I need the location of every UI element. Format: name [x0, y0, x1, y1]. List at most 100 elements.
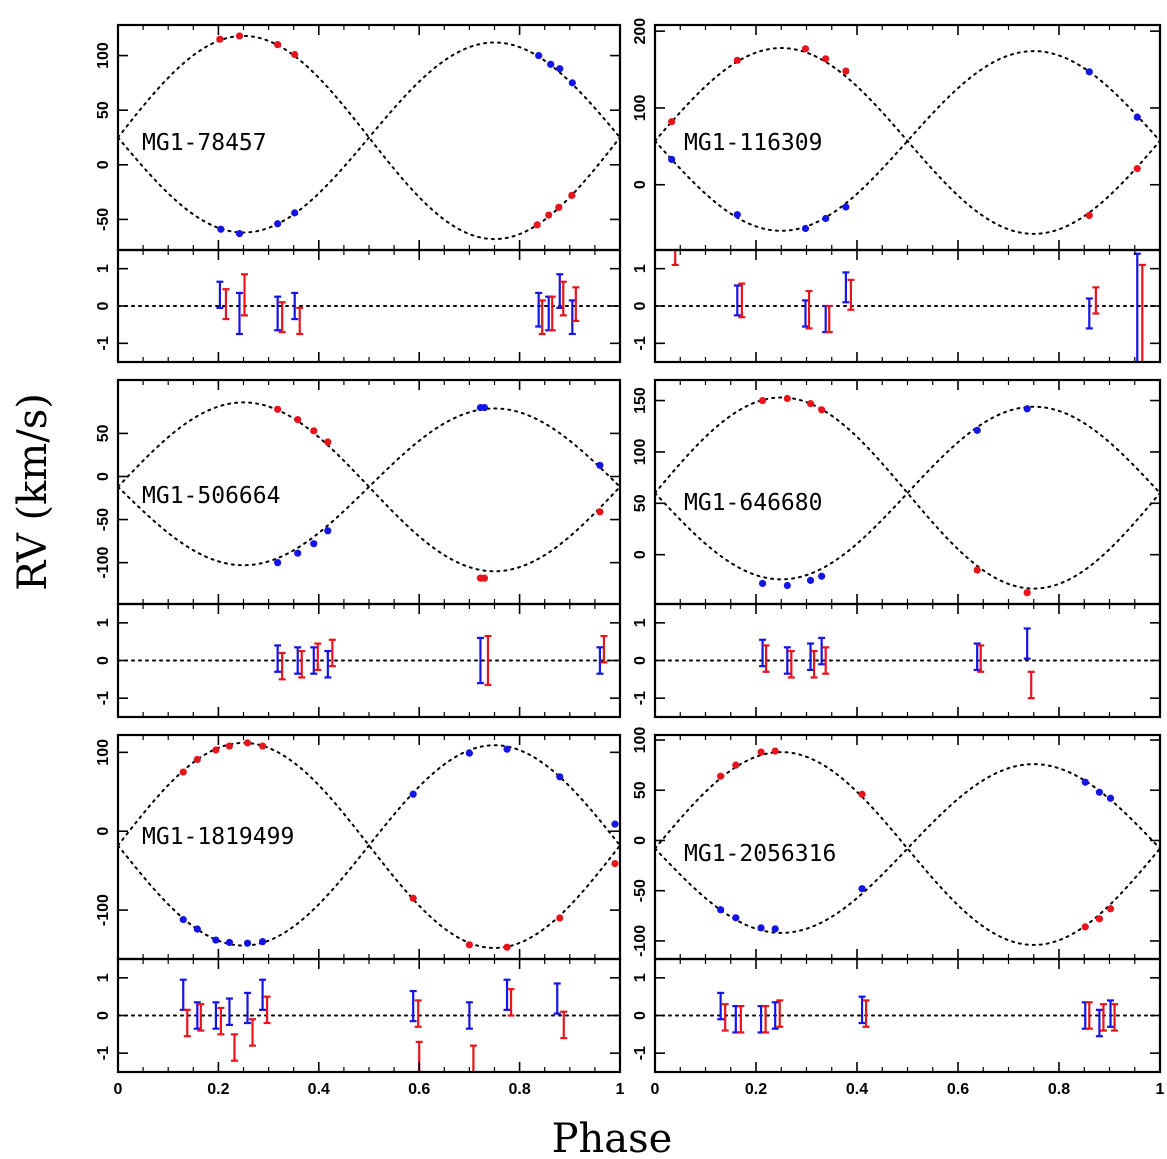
residual-bar-secondary [1095, 1008, 1103, 1038]
rv-point-secondary [1085, 68, 1093, 76]
resid-y-tick-label: 1 [95, 618, 112, 627]
rv-point-primary [274, 405, 282, 413]
y-axis-title: RV (km/s) [10, 393, 56, 591]
rv-points [717, 747, 1115, 933]
rv-point-secondary [1023, 405, 1031, 413]
residual-bar-primary [278, 301, 286, 334]
residual-bar-primary [762, 644, 770, 673]
residual-bar-primary [183, 1008, 191, 1038]
resid-y-tick-label: -1 [632, 336, 649, 350]
rv-point-primary [842, 67, 850, 75]
model-curve-secondary [118, 41, 620, 234]
rv-point-secondary [179, 915, 187, 924]
residual-bar-secondary [235, 291, 243, 336]
resid-y-tick-label: 0 [95, 1011, 112, 1020]
y-tick-label: -50 [95, 508, 112, 531]
rv-points [668, 45, 1141, 233]
rv-point-secondary [310, 540, 318, 548]
model-curve-secondary [118, 744, 620, 947]
residual-bar-primary [572, 286, 580, 323]
model-curve-secondary [118, 407, 620, 567]
residual-bar-primary [977, 644, 985, 673]
resid-y-tick-label: 1 [632, 618, 649, 627]
panel-MG1-116309: 0 100 200 -1 0 1 MG1-116309 [632, 18, 1162, 364]
rv-point-secondary [842, 203, 850, 211]
rv-point-primary [291, 50, 299, 59]
panel-MG1-1819499: 0 0.2 0.4 0.6 0.8 1 -100 0 100 -1 0 1 MG1-1819499 [95, 733, 625, 1098]
resid-y-tick-label: -1 [95, 691, 112, 705]
residual-bar-primary [1138, 263, 1146, 362]
residual-bar-secondary [556, 273, 564, 309]
rv-point-primary [545, 211, 553, 219]
resid-y-tick-label: 1 [95, 264, 112, 273]
residual-bar-primary [847, 278, 855, 311]
residual-bar-secondary [973, 642, 981, 672]
residual-bar-secondary [807, 642, 815, 672]
panel-MG1-646680: 0 50 100 150 -1 0 1 MG1-646680 [632, 378, 1162, 719]
rv-point-secondary [717, 906, 725, 914]
rv-point-primary [1023, 589, 1031, 597]
residual-bar-primary [548, 295, 556, 332]
residual-bar-primary [278, 651, 286, 681]
residual-bar-primary [721, 1003, 729, 1032]
rv-point-secondary [973, 426, 981, 434]
rv-point-secondary [858, 885, 866, 893]
residual-bar-primary [314, 642, 322, 672]
residual-bar-secondary [244, 991, 252, 1025]
rv-point-primary [556, 914, 564, 922]
residual-bar-primary [671, 250, 679, 267]
x-tick-label: 1 [616, 1081, 625, 1098]
residual-bar-primary [805, 289, 813, 330]
residuals [759, 627, 1035, 700]
x-tick-label: 0.4 [846, 1081, 868, 1098]
panel-title: MG1-1819499 [142, 824, 294, 850]
resid-y-tick-label: 1 [632, 973, 649, 982]
panel-title: MG1-116309 [684, 130, 822, 156]
residual-bar-primary [241, 273, 249, 317]
panel-title: MG1-506664 [142, 483, 280, 509]
rv-point-secondary [556, 65, 564, 73]
residual-bar-secondary [801, 299, 809, 328]
residual-bar-secondary [535, 291, 543, 328]
y-tick-label: 0 [95, 472, 112, 481]
residual-bar-secondary [568, 299, 576, 336]
residual-bar-primary [298, 649, 306, 679]
residual-bar-primary [296, 306, 304, 336]
rv-points [216, 32, 576, 238]
rv-point-secondary [274, 220, 282, 228]
residuals [216, 273, 580, 336]
residual-bar-primary [822, 646, 830, 675]
resid-y-tick-label: 0 [95, 301, 112, 310]
rv-point-secondary [732, 914, 740, 922]
y-tick-label: 50 [632, 781, 649, 799]
residual-bar-secondary [858, 995, 866, 1025]
y-tick-label: 150 [632, 387, 649, 414]
rv-point-secondary [771, 925, 779, 933]
rv-point-primary [568, 191, 576, 199]
y-tick-label: 100 [95, 739, 112, 766]
residual-bar-secondary [733, 284, 741, 317]
y-tick-label: 0 [632, 550, 649, 559]
rv-point-primary [243, 739, 252, 747]
rv-point-secondary [258, 938, 267, 946]
residual-bar-secondary [732, 1004, 740, 1034]
rv-point-secondary [596, 461, 604, 469]
model-curve-primary [118, 741, 620, 949]
rv-point-secondary [556, 773, 564, 781]
panel-title: MG1-646680 [684, 490, 822, 516]
rv-point-secondary [547, 60, 555, 68]
y-tick-label: -100 [95, 547, 112, 579]
model-curve-secondary [655, 763, 1160, 934]
panel-MG1-506664: -100 -50 0 50 -1 0 1 MG1-506664 [95, 378, 622, 719]
rv-point-secondary [243, 939, 252, 947]
residual-bar-secondary [310, 646, 318, 675]
resid-y-tick-label: 0 [95, 656, 112, 665]
rv-point-secondary [193, 925, 201, 933]
rv-point-secondary [818, 572, 826, 580]
residual-bar-primary [737, 1004, 745, 1034]
residual-bar-secondary [274, 644, 282, 673]
residual-bar-secondary [216, 280, 224, 309]
rv-point-primary [596, 508, 604, 516]
rv-point-primary [733, 56, 741, 64]
